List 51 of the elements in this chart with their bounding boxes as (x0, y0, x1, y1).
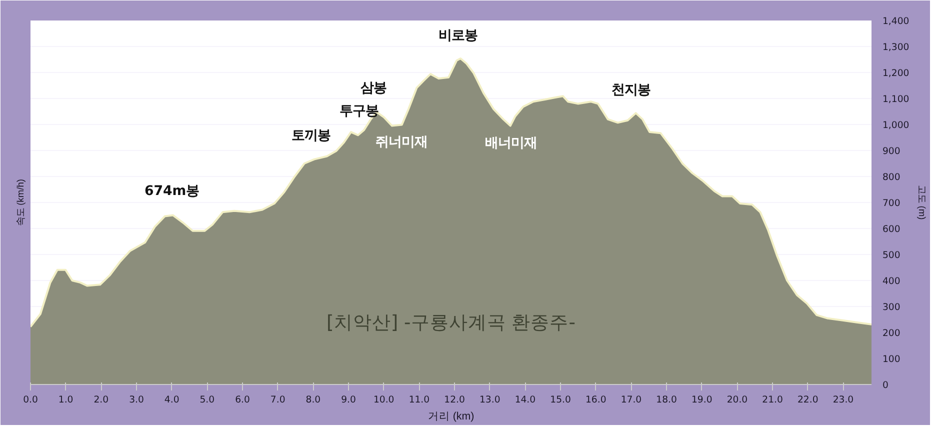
y-tick-label: 1,000 (882, 120, 910, 131)
text: 속도 (km/h) (16, 178, 26, 226)
y-tick-label: 300 (882, 302, 900, 313)
x-tick-label: 23.0 (832, 394, 854, 406)
x-tick-label: 11.0 (408, 394, 430, 406)
x-tick-label: 3.0 (129, 394, 144, 406)
y-tick-label: 600 (882, 224, 900, 235)
x-tick-label: 9.0 (341, 394, 356, 406)
annotation: 천지봉 (612, 83, 651, 98)
annotation: 비로봉 (438, 28, 478, 44)
x-tick-label: 6.0 (235, 394, 250, 406)
y-tick-label: 1,200 (882, 68, 910, 79)
x-tick-label: 0.0 (23, 394, 38, 406)
text: [치악산] -구룡사계곡 환종주- (326, 312, 576, 334)
x-tick-label: 20.0 (726, 394, 748, 406)
y-tick-label: 400 (882, 276, 900, 287)
y-tick-label: 700 (882, 198, 900, 209)
annotation: 투구봉 (340, 104, 379, 120)
annotation: 토끼봉 (292, 128, 331, 144)
x-tick-label: 10.0 (373, 394, 394, 406)
y-tick-label: 100 (882, 354, 900, 365)
annotation: 배너미재 (485, 136, 538, 151)
x-tick-label: 16.0 (585, 394, 606, 406)
y-tick-label: 1,100 (882, 94, 910, 105)
y-tick-label: 800 (882, 172, 900, 183)
y-tick-label: 500 (882, 250, 900, 261)
x-tick-label: 14.0 (514, 394, 536, 406)
x-tick-label: 22.0 (798, 394, 818, 406)
x-tick-label: 8.0 (306, 394, 321, 406)
x-tick-label: 1.0 (58, 394, 74, 406)
x-tick-label: 5.0 (200, 394, 215, 406)
x-tick-label: 12.0 (444, 394, 465, 406)
x-tick-label: 15.0 (550, 394, 571, 406)
y-tick-label: 200 (882, 328, 900, 339)
x-tick-label: 13.0 (479, 394, 500, 406)
y-tick-label: 1,400 (882, 16, 910, 27)
x-tick-label: 7.0 (270, 394, 286, 406)
y-axis-title: 고도 (m) (917, 185, 928, 220)
x-tick-label: 17.0 (620, 394, 642, 406)
y-tick-label: 900 (882, 146, 900, 157)
annotation: 삼봉 (360, 81, 386, 96)
y-tick-label: 1,300 (882, 42, 910, 53)
x-tick-label: 4.0 (164, 394, 180, 406)
x-axis-title: 거리 (km) (428, 410, 474, 422)
x-tick-label: 18.0 (656, 394, 677, 406)
x-tick-label: 19.0 (692, 394, 712, 406)
annotation: 쥐너미재 (376, 134, 428, 150)
annotation: 674m봉 (144, 184, 200, 200)
x-tick-label: 2.0 (94, 394, 109, 406)
y-tick-label: 0 (882, 380, 888, 391)
x-tick-label: 21.0 (762, 394, 784, 406)
